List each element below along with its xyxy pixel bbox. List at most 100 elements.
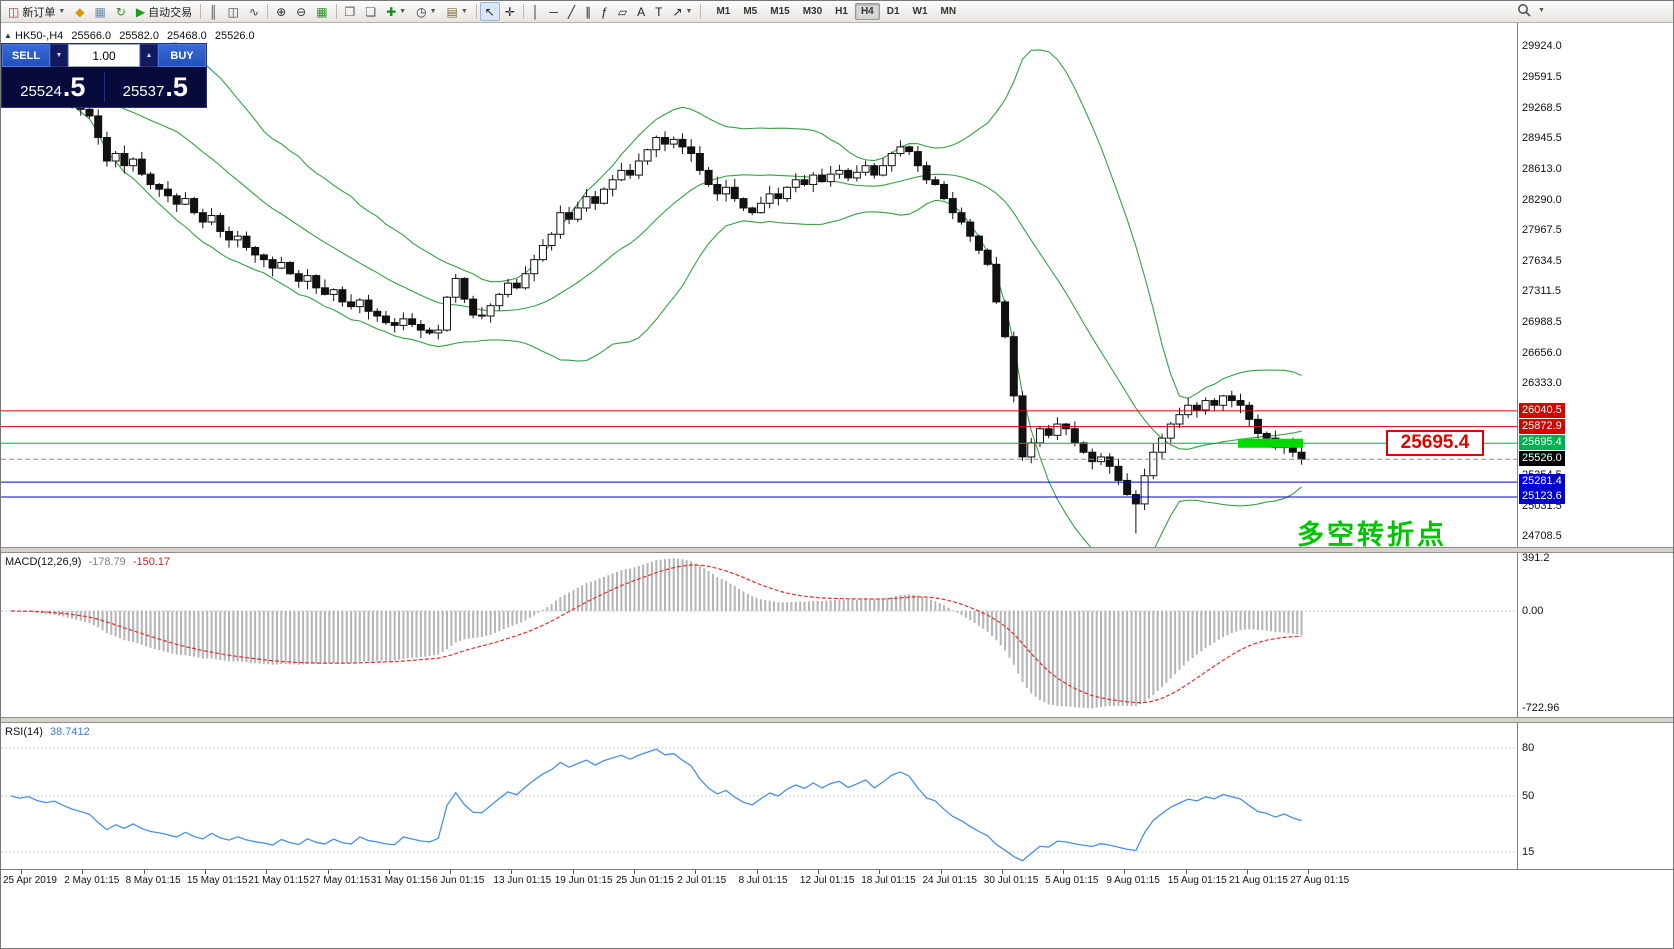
price-axis-label: 27311.5 <box>1522 285 1561 298</box>
time-tick <box>1063 870 1065 874</box>
sell-price-main: 25524 <box>20 82 62 100</box>
buy-button[interactable]: BUY <box>158 44 206 67</box>
new-order-button[interactable]: ◫ 新订单 ▼ <box>3 2 70 21</box>
zoom-out-icon: ⊖ <box>296 4 307 19</box>
indicators-button[interactable]: ✚ ▼ <box>381 2 411 21</box>
profiles-button[interactable]: ▦ <box>90 2 111 21</box>
time-axis-label: 6 Jun 01:15 <box>432 875 485 886</box>
cursor-button[interactable]: ↖ <box>479 2 500 21</box>
rsi-line <box>10 748 1302 862</box>
panel-splitter[interactable] <box>1 547 1673 553</box>
volume-increase-button[interactable]: ▲ <box>140 44 158 67</box>
time-tick <box>1185 870 1187 874</box>
macd-label: MACD(12,26,9) <box>5 556 82 568</box>
macd-canvas[interactable] <box>1 553 1517 717</box>
trendline-button[interactable]: ╱ <box>563 2 580 21</box>
time-axis-label: 5 Aug 01:15 <box>1045 875 1099 886</box>
dropdown-arrow-icon: ▼ <box>460 8 468 15</box>
arrows-button[interactable]: ↗ ▼ <box>667 2 697 21</box>
new-order-icon: ◫ <box>8 4 20 19</box>
price-axis-label: 26988.5 <box>1522 315 1562 328</box>
one-click-trading-collapse-icon[interactable]: ▲ <box>4 31 12 40</box>
toolbar: ◫ 新订单 ▼ ◆ ▦ ↻ ▶ 自动交易 ║ ◫ ∿ ⊕ ⊖ ▦ ❐ ❏ ✚ ▼ ◷ ▼ ▤ ▼ ↖ ✛ │ ─ ╱ ∥ ƒ ▱ A T ↗ ▼ … <box>1 1 1673 23</box>
price-callout-label[interactable]: 25695.4 <box>1386 430 1484 457</box>
price-axis-label: 27967.5 <box>1522 223 1562 236</box>
bollinger-lower-band <box>10 72 1302 547</box>
time-axis-label: 12 Jul 01:15 <box>799 875 855 886</box>
autotrading-button[interactable]: ▶ 自动交易 <box>131 2 197 21</box>
sell-button[interactable]: SELL <box>2 44 50 67</box>
toolbar-separator <box>335 4 337 19</box>
templates-button[interactable]: ▤ ▼ <box>442 2 473 21</box>
main-chart-panel[interactable]: ▲ HK50-,H4 25566.0 25582.0 25468.0 25526… <box>1 23 1517 547</box>
cascade-windows-icon: ❏ <box>365 4 377 19</box>
grid-icon: ▦ <box>316 4 328 19</box>
timeframe-m15-button[interactable]: M15 <box>770 6 790 17</box>
candlestick-chart-button[interactable]: ◫ <box>223 2 244 21</box>
time-tick <box>1001 870 1003 874</box>
time-axis-label: 30 Jul 01:15 <box>983 875 1039 886</box>
line-chart-button[interactable]: ∿ <box>244 2 264 21</box>
turning-point-annotation[interactable]: 多空转折点 <box>1297 520 1447 547</box>
time-tick <box>879 870 881 874</box>
support-highlight-segment[interactable] <box>1238 438 1303 448</box>
toolbar-separator <box>200 4 202 19</box>
rsi-canvas[interactable] <box>1 723 1517 869</box>
favorites-icon: ◆ <box>75 4 85 19</box>
rsi-panel[interactable]: RSI(14) 38.7412 <box>1 723 1517 869</box>
toolbar-options-arrow-icon[interactable]: ▼ <box>1538 7 1545 14</box>
volume-input[interactable]: 1.00 <box>68 44 140 67</box>
trendline-icon: ╱ <box>567 4 576 19</box>
zoom-in-button[interactable]: ⊕ <box>271 2 291 21</box>
shapes-button[interactable]: ▱ <box>613 2 632 21</box>
bar-chart-button[interactable]: ║ <box>204 2 223 21</box>
time-axis-label: 8 May 01:15 <box>125 875 181 886</box>
fibonacci-button[interactable]: ƒ <box>596 2 613 21</box>
dropdown-arrow-icon: ▼ <box>399 8 407 15</box>
cascade-windows-button[interactable]: ❏ <box>360 2 381 21</box>
vertical-line-button[interactable]: │ <box>527 2 545 21</box>
text-button[interactable]: A <box>632 2 650 21</box>
timeframe-h1-button[interactable]: H1 <box>835 6 848 17</box>
timeframe-h4-button[interactable]: H4 <box>854 3 880 20</box>
zoom-out-button[interactable]: ⊖ <box>291 2 311 21</box>
time-tick <box>388 870 390 874</box>
time-axis-label: 19 Jun 01:15 <box>554 875 613 886</box>
channel-button[interactable]: ∥ <box>580 2 596 21</box>
price-axis-label: 28945.5 <box>1522 131 1562 144</box>
horizontal-line-button[interactable]: ─ <box>544 2 563 21</box>
timeframe-m1-button[interactable]: M1 <box>716 6 731 17</box>
tile-windows-button[interactable]: ❐ <box>340 2 361 21</box>
periods-button[interactable]: ◷ ▼ <box>411 2 441 21</box>
time-axis[interactable]: 25 Apr 2019 2 May 01:15 8 May 01:15 15 May … <box>1 869 1673 948</box>
ohlc-low: 25468.0 <box>167 30 207 42</box>
favorites-button[interactable]: ◆ <box>70 2 89 21</box>
bollinger-middle-band <box>10 72 1302 450</box>
crosshair-button[interactable]: ✛ <box>500 2 520 21</box>
timeframe-d1-button[interactable]: D1 <box>886 6 900 17</box>
volume-decrease-button[interactable]: ▼ <box>50 44 68 67</box>
timeframe-m5-button[interactable]: M5 <box>743 6 758 17</box>
sell-price[interactable]: 25524 .5 <box>2 73 104 101</box>
timeframe-m30-button[interactable]: M30 <box>802 6 823 17</box>
panel-splitter[interactable] <box>1 717 1673 723</box>
timeframe-mn-button[interactable]: MN <box>940 6 957 17</box>
grid-button[interactable]: ▦ <box>311 2 332 21</box>
label-button[interactable]: T <box>650 2 667 21</box>
timeframe-w1-button[interactable]: W1 <box>912 6 928 17</box>
channel-icon: ∥ <box>585 4 592 19</box>
macd-axis-label: 0.00 <box>1522 605 1544 617</box>
tile-windows-icon: ❐ <box>344 4 356 19</box>
time-tick <box>450 870 452 874</box>
price-chart-canvas[interactable] <box>1 23 1517 547</box>
price-line-label: 25526.0 <box>1519 451 1565 467</box>
time-tick <box>327 870 329 874</box>
search-icon[interactable] <box>1517 3 1532 18</box>
time-tick <box>204 870 206 874</box>
time-tick <box>266 870 268 874</box>
toolbar-separator <box>522 4 524 19</box>
buy-price[interactable]: 25537 .5 <box>105 73 207 101</box>
price-axis[interactable]: 29924.0 29591.5 29268.5 28945.5 28613.0 28290… <box>1517 23 1673 869</box>
refresh-button[interactable]: ↻ <box>111 2 131 21</box>
macd-panel[interactable]: MACD(12,26,9) -178.79 -150.17 <box>1 553 1517 717</box>
